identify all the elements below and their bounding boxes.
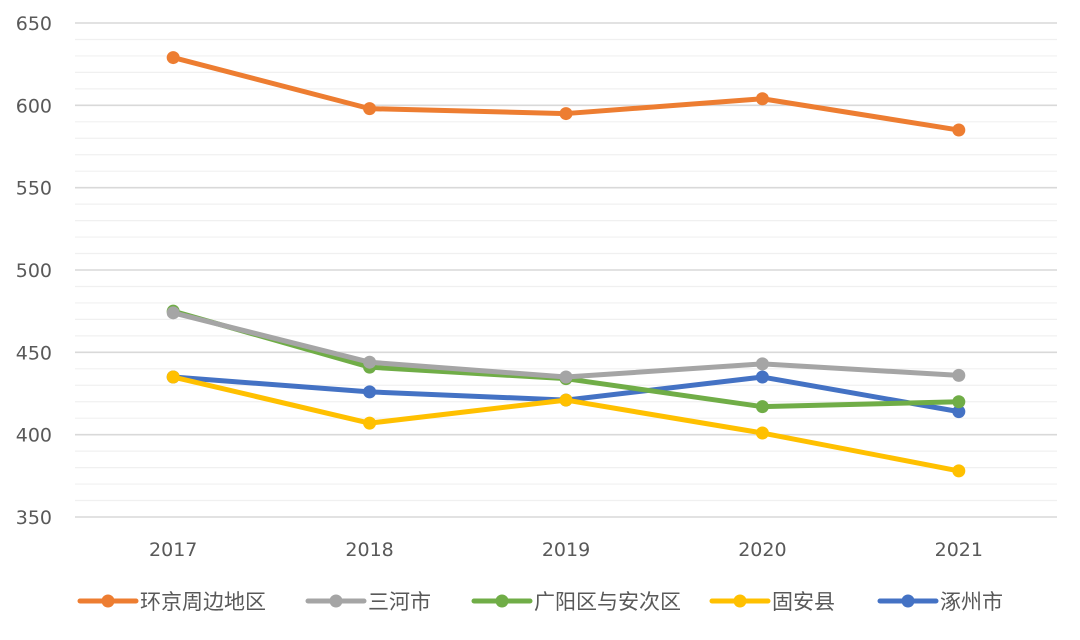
legend-swatch-marker [329,594,343,608]
legend-swatch-marker [101,594,115,608]
x-axis-tick-labels: 2017 2018 2019 2020 2021 [149,539,983,561]
data-point [952,368,966,382]
x-tick-label: 2017 [149,539,197,561]
legend-label: 广阳区与安次区 [534,590,681,614]
data-point [755,92,769,106]
legend-item: 固安县 [709,590,835,614]
data-point [363,355,377,369]
series-line [170,310,962,380]
x-tick-label: 2018 [345,539,393,561]
data-point [952,395,966,409]
data-point [952,464,966,478]
data-point [755,426,769,440]
legend-item: 广阳区与安次区 [471,590,681,614]
data-point [166,51,180,65]
y-tick-label: 400 [16,425,52,447]
data-point [166,306,180,320]
y-tick-label: 550 [16,178,52,200]
series-group [166,51,966,137]
data-point [755,400,769,414]
legend: 环京周边地区 三河市 广阳区与安次区 固安县 涿州市 [77,590,1003,614]
gridlines [75,22,1057,518]
data-point [952,123,966,137]
series-group [166,370,966,478]
y-tick-label: 650 [16,13,52,35]
legend-swatch-marker [733,594,747,608]
legend-label: 涿州市 [940,590,1003,614]
data-point [559,370,573,384]
legend-item: 环京周边地区 [77,590,266,614]
data-point [559,107,573,121]
data-point [559,393,573,407]
data-point [363,385,377,399]
y-tick-label: 450 [16,342,52,364]
data-point [755,357,769,371]
y-tick-label: 350 [16,507,52,529]
x-tick-label: 2021 [935,539,983,561]
y-axis-tick-labels: 350 400 450 500 550 600 650 [16,13,52,529]
series-group [166,306,966,384]
legend-swatch-marker [495,594,509,608]
legend-swatch-marker [901,594,915,608]
x-tick-label: 2019 [542,539,590,561]
data-point [166,370,180,384]
legend-label: 环京周边地区 [140,590,266,614]
data-point [363,416,377,430]
x-tick-label: 2020 [738,539,786,561]
y-tick-label: 600 [16,95,52,117]
legend-item: 涿州市 [877,590,1003,614]
data-point [363,102,377,116]
legend-label: 三河市 [368,590,431,614]
legend-label: 固安县 [772,590,835,614]
series-lines [166,51,966,478]
data-point [952,405,966,419]
y-tick-label: 500 [16,260,52,282]
legend-item: 三河市 [305,590,431,614]
data-point [755,370,769,384]
